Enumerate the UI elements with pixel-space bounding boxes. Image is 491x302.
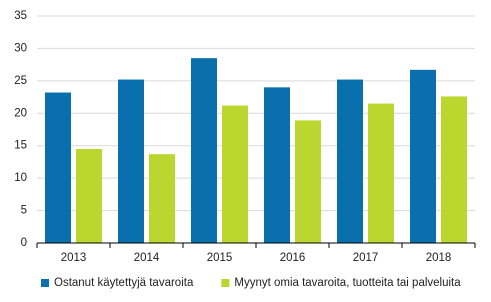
- bar: [149, 154, 175, 243]
- legend-swatch: [41, 279, 49, 287]
- bar: [441, 96, 467, 244]
- legend-swatch: [221, 279, 230, 287]
- x-tick-label: 2017: [353, 252, 379, 264]
- bar: [191, 58, 217, 244]
- bar: [337, 79, 363, 243]
- y-tick-label: 30: [14, 42, 27, 54]
- bar: [295, 120, 321, 243]
- bar: [118, 79, 144, 243]
- x-tick-label: 2016: [280, 252, 306, 264]
- bar: [368, 103, 394, 243]
- bar: [76, 148, 102, 243]
- bar: [45, 92, 71, 243]
- x-tick-label: 2015: [207, 252, 233, 264]
- bar: [222, 105, 248, 243]
- y-tick-label: 10: [14, 172, 27, 184]
- legend-label: Myynyt omia tavaroita, tuotteita tai pal…: [234, 277, 461, 289]
- y-tick-label: 25: [14, 75, 27, 87]
- x-tick-label: 2014: [134, 252, 160, 264]
- y-tick-label: 20: [14, 107, 27, 119]
- y-tick-label: 15: [14, 140, 27, 152]
- bar: [264, 87, 290, 243]
- bar: [410, 69, 436, 244]
- y-tick-label: 5: [21, 205, 27, 217]
- legend-label: Ostanut käytettyjä tavaroita: [54, 277, 194, 289]
- x-tick-label: 2013: [61, 252, 87, 264]
- x-tick-label: 2018: [426, 252, 452, 264]
- y-tick-label: 0: [21, 237, 27, 249]
- y-tick-label: 35: [14, 10, 27, 22]
